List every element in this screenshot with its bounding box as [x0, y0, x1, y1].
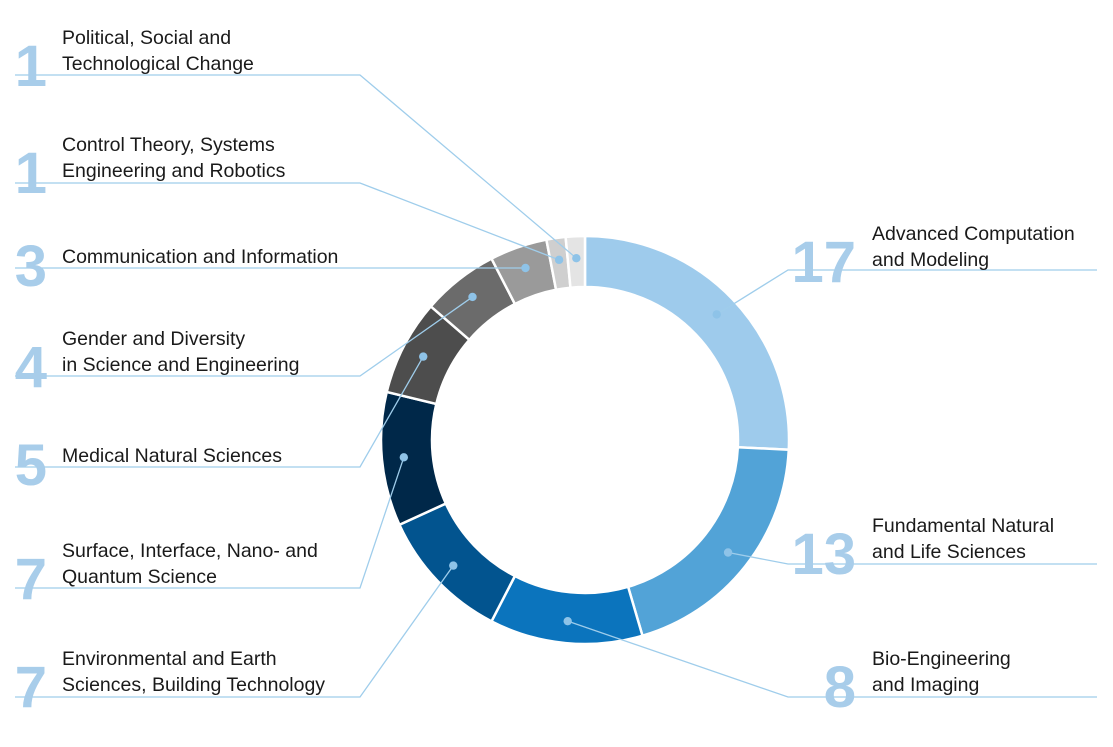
leader-dot-environmental-and-earth-sciences-building-technology	[449, 561, 458, 570]
leader-dot-surface-interface-nano-and-quantum-science	[399, 453, 409, 462]
slice-environmental-and-earth-sciences-building-technology	[397, 501, 517, 624]
leader-lines	[15, 74, 1097, 698]
category-label-control-theory-systems-engineering-and-robotics: Control Theory, Systems Engineering and R…	[62, 134, 286, 182]
leader-dot-advanced-computation-and-modeling	[712, 310, 721, 319]
leader-dot-medical-natural-sciences	[419, 352, 428, 361]
leader-line-environmental-and-earth-sciences-building-technology	[15, 565, 454, 698]
leader-line-surface-interface-nano-and-quantum-science	[15, 457, 405, 589]
category-label-environmental-and-earth-sciences-building-technology: Environmental and Earth Sciences, Buildin…	[62, 648, 325, 696]
leader-dot-bio-engineering-and-imaging	[563, 616, 572, 626]
leader-line-gender-and-diversity-in-science-and-engineering	[15, 296, 473, 377]
value-label-communication-and-information: 3	[15, 234, 47, 299]
category-label-advanced-computation-and-modeling: Advanced Computation and Modeling	[872, 223, 1075, 271]
value-label-gender-and-diversity-in-science-and-engineering: 4	[15, 335, 47, 400]
slice-advanced-computation-and-modeling	[583, 234, 791, 452]
value-label-fundamental-natural-and-life-sciences: 13	[791, 522, 856, 587]
category-label-communication-and-information: Communication and Information	[62, 246, 338, 268]
leader-line-political-social-and-technological-change	[15, 74, 577, 259]
value-label-surface-interface-nano-and-quantum-science: 7	[15, 547, 47, 612]
category-label-bio-engineering-and-imaging: Bio-Engineering and Imaging	[872, 648, 1011, 696]
leader-line-bio-engineering-and-imaging	[567, 620, 1097, 698]
leader-line-control-theory-systems-engineering-and-robotics	[15, 182, 560, 261]
slice-surface-interface-nano-and-quantum-science	[379, 390, 448, 527]
leader-dot-fundamental-natural-and-life-sciences	[723, 548, 733, 557]
leader-dot-control-theory-systems-engineering-and-robotics	[554, 255, 564, 265]
value-label-advanced-computation-and-modeling: 17	[791, 230, 856, 295]
leader-line-fundamental-natural-and-life-sciences	[727, 551, 1097, 565]
leader-line-advanced-computation-and-modeling	[716, 269, 1097, 315]
value-label-political-social-and-technological-change: 1	[15, 34, 47, 99]
value-label-bio-engineering-and-imaging: 8	[824, 655, 856, 720]
leader-dot-political-social-and-technological-change	[572, 254, 581, 263]
slice-bio-engineering-and-imaging	[489, 574, 645, 646]
slice-fundamental-natural-and-life-sciences	[626, 445, 791, 638]
leader-dot-gender-and-diversity-in-science-and-engineering	[468, 292, 477, 302]
category-label-gender-and-diversity-in-science-and-engineering: Gender and Diversity in Science and Engin…	[62, 328, 299, 376]
donut-slices	[379, 234, 791, 646]
value-label-medical-natural-sciences: 5	[15, 433, 47, 498]
leader-line-medical-natural-sciences	[15, 356, 424, 468]
leader-dot-communication-and-information	[521, 263, 530, 273]
value-label-control-theory-systems-engineering-and-robotics: 1	[15, 141, 47, 206]
value-label-environmental-and-earth-sciences-building-technology: 7	[15, 655, 47, 720]
category-label-surface-interface-nano-and-quantum-science: Surface, Interface, Nano- and Quantum Sci…	[62, 540, 318, 588]
category-label-fundamental-natural-and-life-sciences: Fundamental Natural and Life Sciences	[872, 515, 1054, 563]
category-label-political-social-and-technological-change: Political, Social and Technological Chang…	[62, 27, 254, 75]
category-label-medical-natural-sciences: Medical Natural Sciences	[62, 445, 282, 467]
